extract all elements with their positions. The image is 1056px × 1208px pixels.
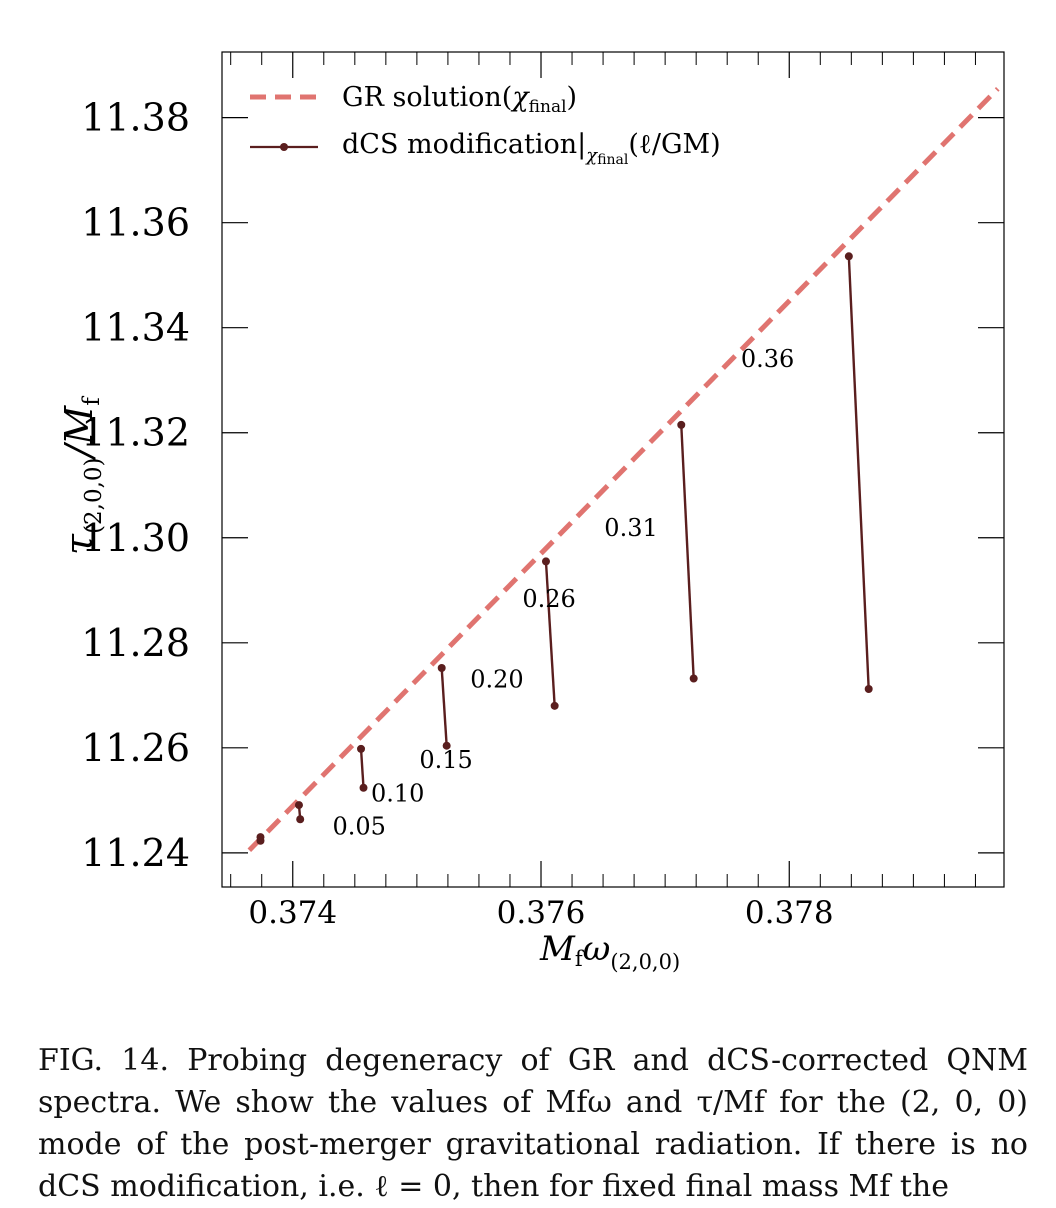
dcs-point-end: [689, 674, 698, 683]
dcs-point-start: [294, 801, 303, 810]
dcs-point-end: [359, 783, 368, 792]
series-layer: [247, 87, 1000, 852]
y-tick-label: 11.28: [81, 621, 190, 665]
legend-dcs-marker: [280, 143, 288, 151]
dcs-point-end: [442, 741, 451, 750]
dcs-segment: [544, 561, 556, 706]
figure: 0.374 0.376 0.378 11.24 11.26 11.28 11.30 11.32…: [57, 51, 1005, 974]
y-tick-label: 11.34: [81, 306, 190, 350]
legend-dcs-label: dCS modification|χfinal(ℓ/GM): [342, 129, 721, 168]
dcs-annotation-label: 0.10: [371, 779, 424, 807]
dcs-annotation-label: 0.26: [522, 585, 575, 613]
dcs-point-end: [256, 836, 265, 845]
figure-caption: FIG. 14. Probing degeneracy of GR and dC…: [38, 1043, 1028, 1204]
dcs-annotation-label: 0.31: [604, 514, 657, 542]
dcs-annotation-label: 0.05: [332, 812, 385, 840]
gr-solution-line: [247, 87, 1000, 852]
dcs-annotation-label: 0.20: [470, 665, 523, 693]
y-tick-label: 11.36: [81, 201, 190, 245]
dcs-point-start: [677, 420, 686, 429]
axis-ticks: 0.374 0.376 0.378 11.24 11.26 11.28 11.30 11.32…: [81, 52, 1004, 931]
dcs-point-end: [864, 685, 873, 694]
dcs-point-start: [844, 252, 853, 261]
x-tick-label: 0.374: [248, 895, 337, 931]
y-tick-label: 11.26: [81, 726, 190, 770]
dcs-annotation-label: 0.15: [419, 746, 472, 774]
y-tick-label: 11.24: [81, 831, 190, 875]
dcs-point-start: [357, 744, 366, 753]
dcs-point-end: [550, 701, 559, 710]
y-axis-label: τ(2,0,0)/Mf: [57, 396, 107, 555]
dcs-segment: [680, 424, 695, 679]
y-tick-label: 11.32: [81, 411, 190, 455]
dcs-segment: [847, 256, 870, 690]
dcs-segment: [440, 667, 448, 746]
x-axis-label: Mfω(2,0,0): [539, 929, 680, 974]
y-tick-label: 11.30: [81, 516, 190, 560]
dcs-point-start: [437, 664, 446, 673]
y-tick-label: 11.38: [81, 96, 190, 140]
dcs-point-start: [541, 557, 550, 566]
legend: GR solution(χfinal) dCS modification|χfi…: [250, 82, 721, 168]
dcs-annotation-label: 0.36: [741, 345, 794, 373]
dcs-segments: [256, 252, 873, 845]
dcs-point-end: [296, 815, 305, 824]
plot-frame: [221, 51, 1005, 888]
legend-gr-label: GR solution(χfinal): [342, 82, 577, 117]
dcs-segment: [359, 748, 365, 788]
annotations: 0.05 0.10 0.15 0.20 0.26 0.31 0.36: [332, 345, 794, 840]
x-tick-label: 0.378: [745, 895, 834, 931]
x-tick-label: 0.376: [497, 895, 586, 931]
